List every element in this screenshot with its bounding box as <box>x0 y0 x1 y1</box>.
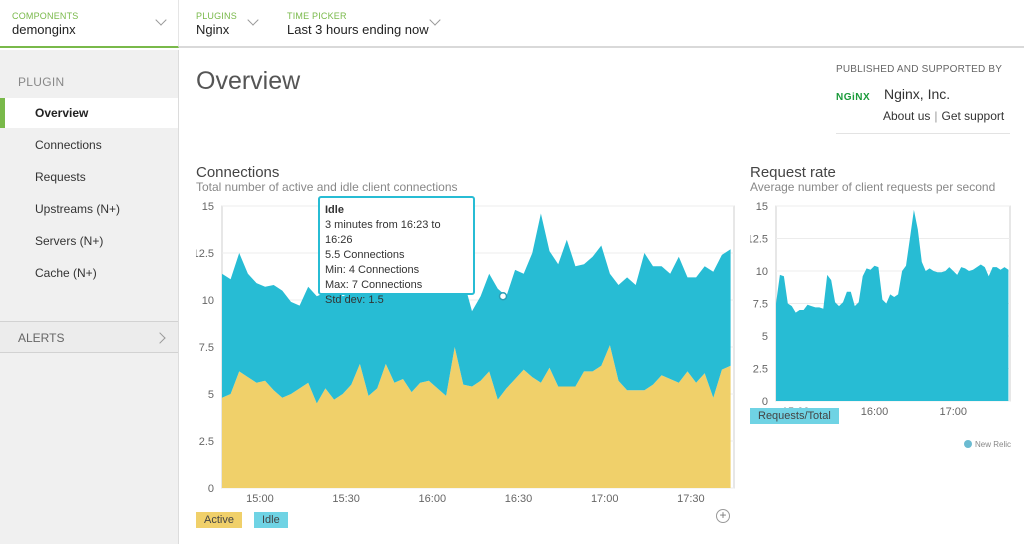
tooltip-max: Max: 7 Connections <box>325 279 423 291</box>
publisher-links: About us | Get support <box>883 109 1004 123</box>
legend-active[interactable]: Active <box>196 512 242 528</box>
y-tick-label: 12.5 <box>196 248 214 260</box>
publisher-kicker: PUBLISHED AND SUPPORTED BY <box>836 64 1003 75</box>
y-tick-label: 2.5 <box>753 364 768 376</box>
x-tick-label: 15:00 <box>246 493 274 505</box>
chart-tooltip: Idle 3 minutes from 16:23 to 16:26 5.5 C… <box>318 196 475 306</box>
hover-point <box>498 291 508 301</box>
page-title: Overview <box>196 67 301 95</box>
time-picker[interactable]: TIME PICKER Last 3 hours ending now <box>287 11 447 41</box>
legend-requests-total[interactable]: Requests/Total <box>750 408 839 424</box>
tooltip-value: 5.5 Connections <box>325 249 405 261</box>
legend-idle[interactable]: Idle <box>254 512 288 528</box>
plugins-selector[interactable]: PLUGINS Nginx <box>196 11 271 41</box>
sidebar-item-overview[interactable]: Overview <box>0 98 178 128</box>
connections-chart[interactable]: 0 2.5 5 7.5 10 12.5 15 15:00 15:30 16:00 16:30 17:0… <box>196 196 738 508</box>
nginx-logo: NGiNX <box>836 92 871 103</box>
x-tick-label: 16:30 <box>505 493 533 505</box>
x-tick-label: 16:00 <box>861 406 889 418</box>
sidebar-item-upstreams[interactable]: Upstreams (N+) <box>35 202 121 216</box>
components-value: demonginx <box>12 22 76 37</box>
get-support-link[interactable]: Get support <box>941 109 1005 123</box>
connections-title: Connections <box>196 164 280 181</box>
sidebar-item-servers[interactable]: Servers (N+) <box>35 234 104 248</box>
tooltip-title: Idle <box>325 204 344 216</box>
new-relic-label: New Relic <box>975 440 1012 449</box>
y-tick-label: 5 <box>208 389 214 401</box>
sidebar-item-requests[interactable]: Requests <box>35 170 86 184</box>
y-tick-label: 0 <box>208 483 214 495</box>
publisher-company: Nginx, Inc. <box>884 86 951 102</box>
tooltip-min: Min: 4 Connections <box>325 264 420 276</box>
new-relic-icon <box>964 440 972 448</box>
x-tick-label: 17:00 <box>940 406 968 418</box>
add-chart-button[interactable]: + <box>716 509 730 523</box>
plugins-kicker: PLUGINS <box>196 11 237 21</box>
y-tick-label: 10 <box>756 266 768 278</box>
x-tick-label: 17:00 <box>591 493 619 505</box>
new-relic-badge: New Relic <box>964 440 1011 449</box>
alerts-label: ALERTS <box>18 331 65 345</box>
time-picker-kicker: TIME PICKER <box>287 11 347 21</box>
request-rate-subtitle: Average number of client requests per se… <box>750 180 996 194</box>
sidebar-alerts[interactable]: ALERTS <box>0 321 178 353</box>
sidebar-item-cache[interactable]: Cache (N+) <box>35 266 97 280</box>
about-us-link[interactable]: About us <box>883 109 931 123</box>
tooltip-stddev: Std dev: 1.5 <box>325 294 384 306</box>
request-rate-title: Request rate <box>750 164 836 181</box>
x-tick-label: 15:30 <box>332 493 360 505</box>
y-tick-label: 7.5 <box>199 342 214 354</box>
sidebar: PLUGIN Overview Connections Requests Ups… <box>0 50 179 544</box>
link-separator: | <box>934 109 938 123</box>
y-tick-label: 15 <box>202 201 214 213</box>
sidebar-heading: PLUGIN <box>18 75 65 89</box>
y-tick-label: 7.5 <box>753 299 768 311</box>
y-tick-label: 15 <box>756 201 768 213</box>
y-tick-label: 12.5 <box>750 234 768 246</box>
connections-subtitle: Total number of active and idle client c… <box>196 180 458 194</box>
y-tick-label: 5 <box>762 331 768 343</box>
components-selector[interactable]: COMPONENTS demonginx <box>0 0 179 48</box>
y-tick-label: 10 <box>202 295 214 307</box>
chevron-right-icon <box>154 332 166 344</box>
y-tick-label: 0 <box>762 396 768 408</box>
top-bar: COMPONENTS demonginx PLUGINS Nginx TIME … <box>0 0 1024 48</box>
series-active-area <box>222 345 731 488</box>
publisher-panel: PUBLISHED AND SUPPORTED BY NGiNX Nginx, … <box>836 64 1010 134</box>
plugins-value: Nginx <box>196 22 230 37</box>
components-kicker: COMPONENTS <box>12 11 79 21</box>
series-requests-total-area <box>776 209 1009 401</box>
x-tick-label: 16:00 <box>419 493 447 505</box>
series-idle-area <box>222 213 731 404</box>
time-picker-value: Last 3 hours ending now <box>287 22 429 37</box>
y-tick-label: 2.5 <box>199 436 214 448</box>
x-tick-label: 17:30 <box>677 493 705 505</box>
tooltip-window: 3 minutes from 16:23 to 16:26 <box>325 219 441 246</box>
sidebar-item-connections[interactable]: Connections <box>35 138 102 152</box>
